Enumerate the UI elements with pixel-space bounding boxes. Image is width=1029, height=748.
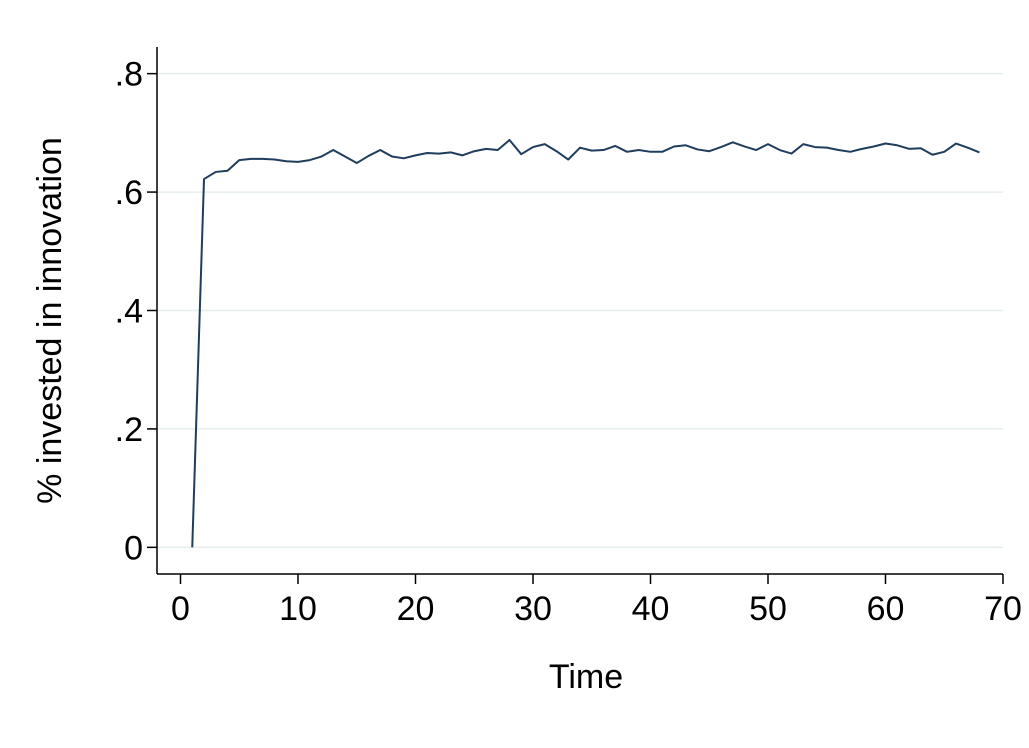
x-tick-label: 20: [397, 590, 435, 628]
gridlines: [157, 72, 1003, 549]
x-tick-label: 50: [749, 590, 787, 628]
y-tick-label: .6: [115, 174, 143, 212]
x-tick-label: 30: [514, 590, 552, 628]
y-tick-label: .8: [115, 56, 143, 94]
series-line: [191, 138, 980, 548]
x-tick-label: 60: [867, 590, 905, 628]
x-tick-label: 40: [632, 590, 670, 628]
x-axis-ticks: 0 10 20 30 40 50 60 70: [171, 574, 1022, 628]
x-tick-label: 70: [984, 590, 1022, 628]
y-tick-label: .4: [115, 293, 143, 331]
y-axis-ticks: 0 .2 .4 .6 .8: [115, 56, 157, 567]
y-tick-label: .2: [115, 411, 143, 449]
x-axis-title: Time: [549, 658, 623, 696]
x-tick-label: 0: [171, 590, 190, 628]
x-tick-label: 10: [279, 590, 317, 628]
y-tick-label: 0: [124, 529, 143, 567]
y-axis-title: % invested in innovation: [31, 137, 69, 504]
